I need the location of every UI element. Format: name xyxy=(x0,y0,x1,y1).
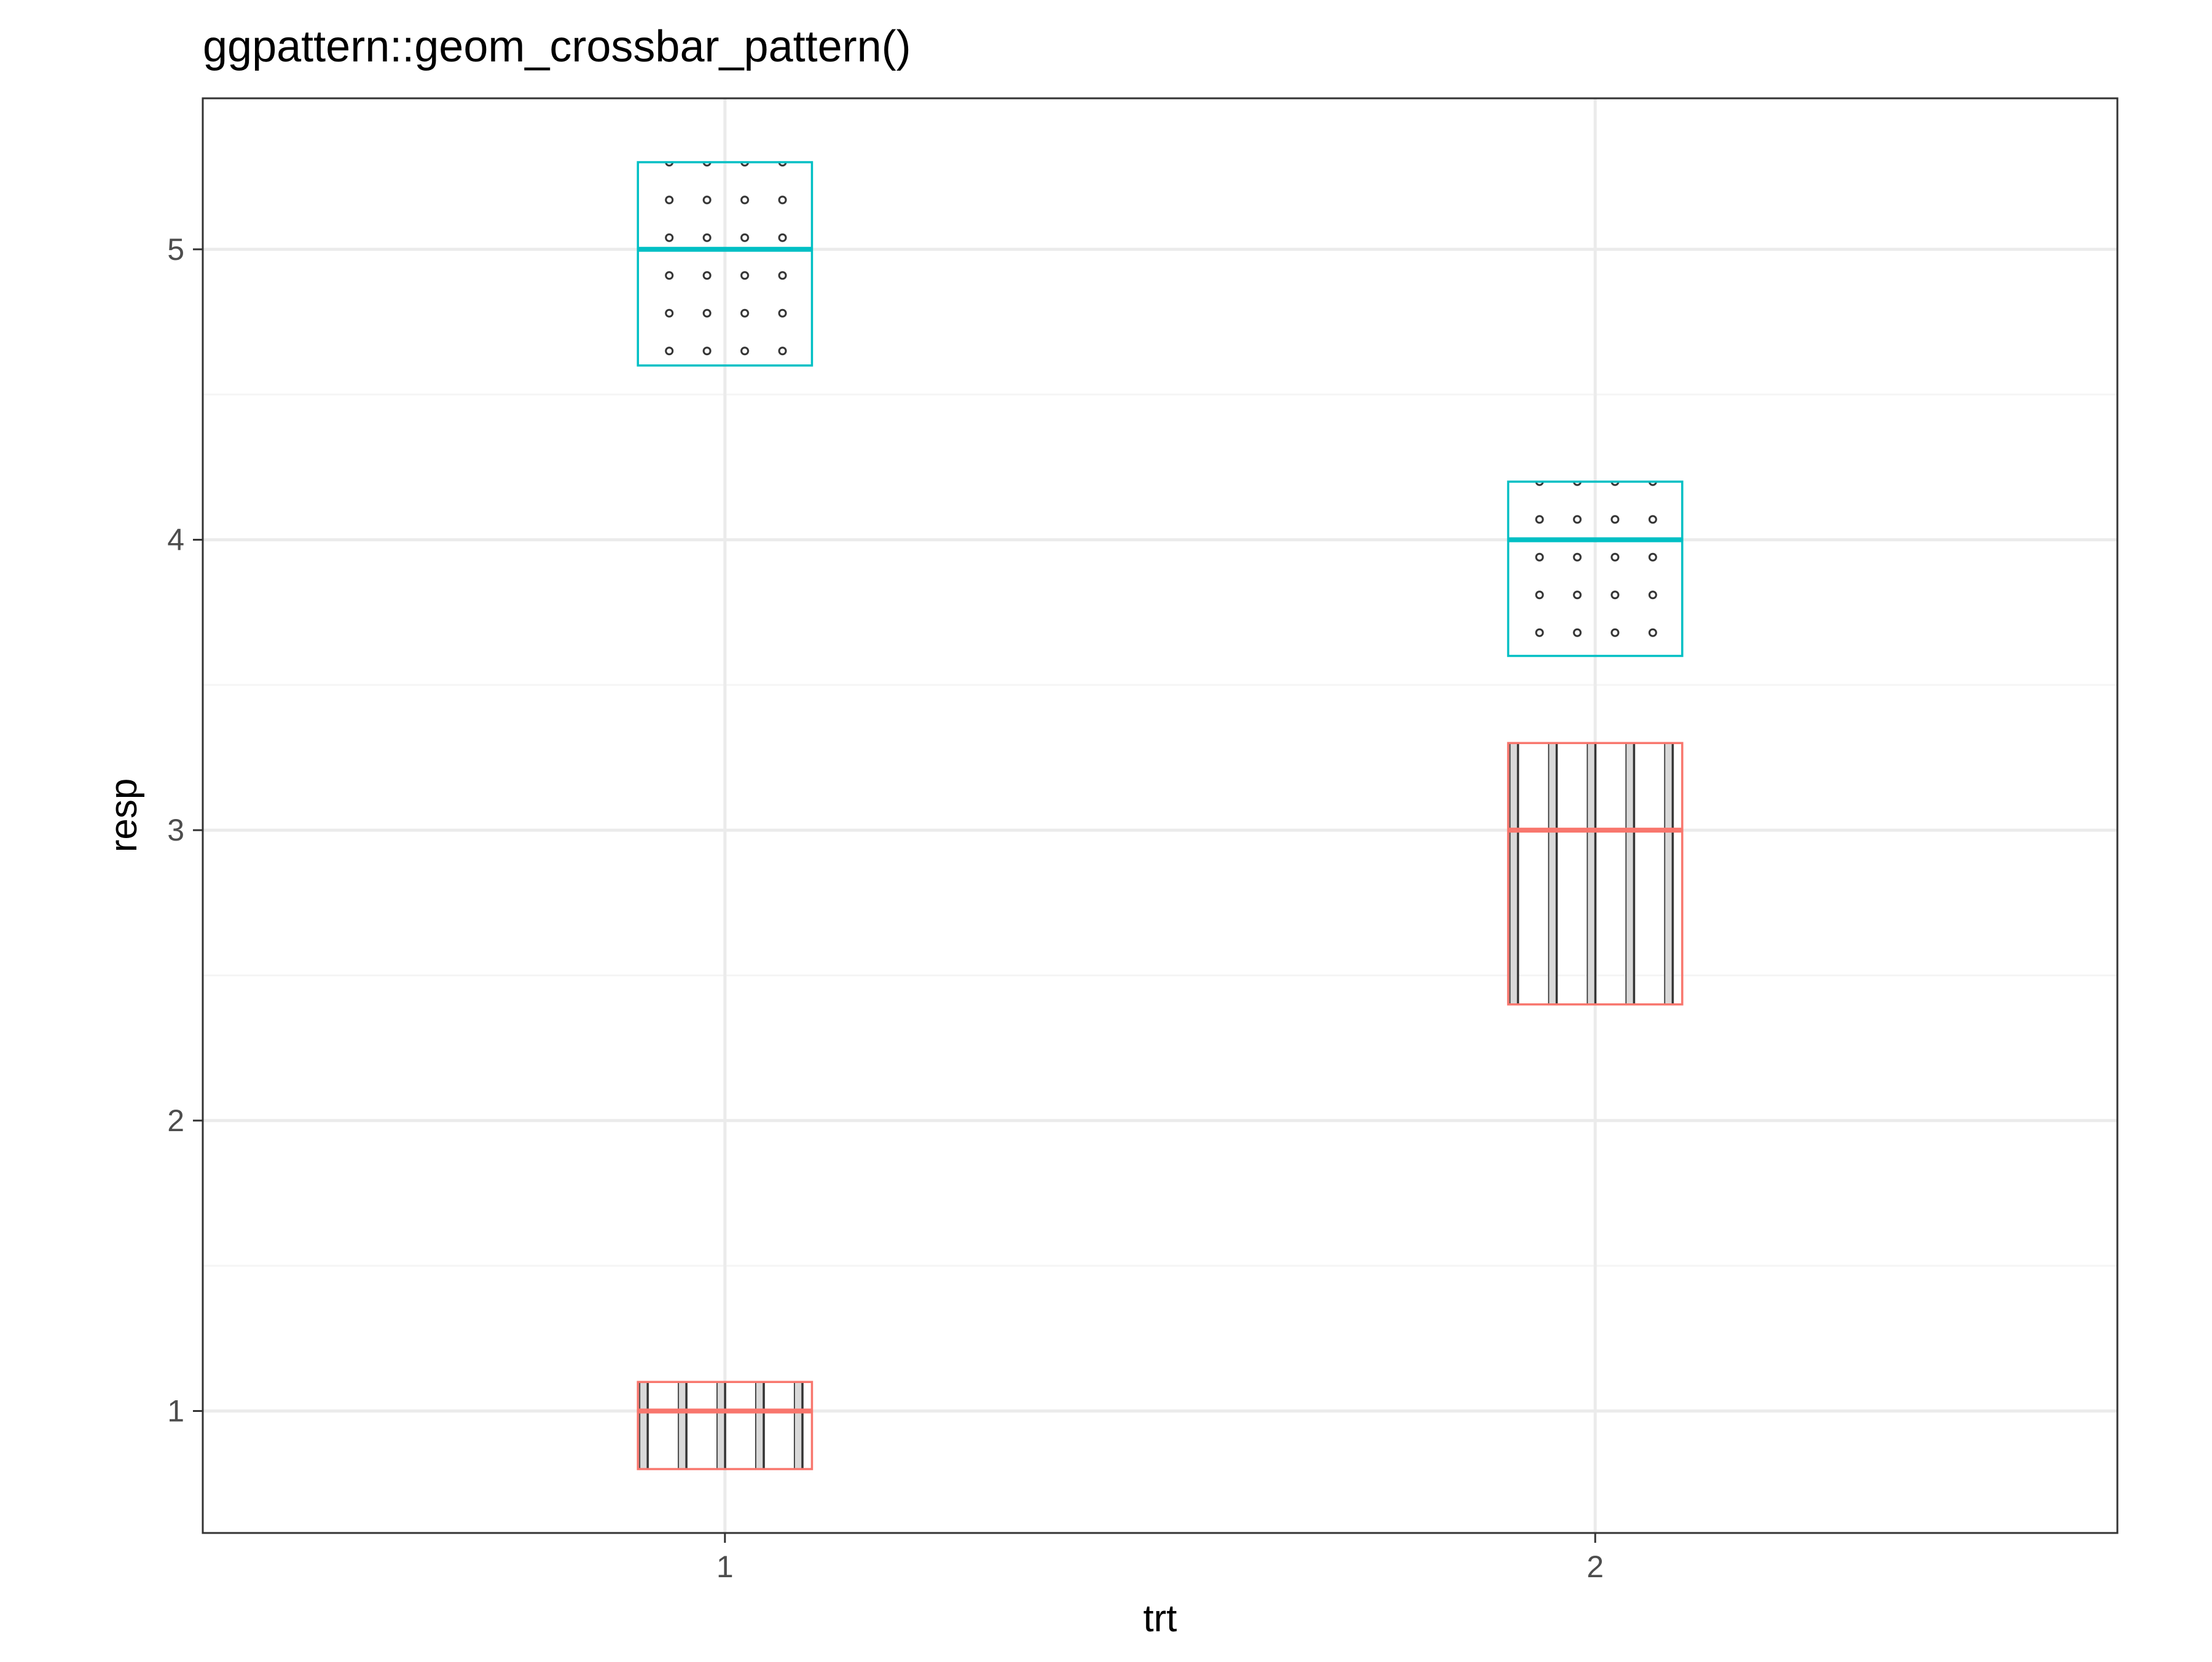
crossbar xyxy=(637,161,814,367)
chart-title: ggpattern::geom_crossbar_pattern() xyxy=(203,22,911,71)
panel-border xyxy=(202,97,2119,1534)
crossbars xyxy=(637,161,1684,1470)
y-tick-label: 2 xyxy=(167,1103,184,1138)
crossbar-pattern-fill xyxy=(1508,743,1682,1005)
y-tick-label: 3 xyxy=(167,813,184,847)
crossbar xyxy=(637,1381,814,1470)
y-axis-title: resp xyxy=(103,778,145,853)
x-axis-title: trt xyxy=(1143,1597,1177,1640)
x-tick-label: 2 xyxy=(1586,1550,1604,1584)
y-tick-label: 1 xyxy=(167,1393,184,1428)
plot-panel xyxy=(202,97,2119,1534)
crossbar xyxy=(1507,742,1684,1006)
crossbar-box xyxy=(1507,742,1684,1006)
crossbar xyxy=(1507,480,1684,657)
y-tick-label: 4 xyxy=(167,522,184,557)
crossbar-box xyxy=(637,161,814,367)
x-tick-label: 1 xyxy=(716,1550,734,1584)
crossbar-pattern-fill xyxy=(1508,481,1682,656)
crossbar-pattern-fill xyxy=(638,1382,812,1470)
panel-background xyxy=(203,98,2117,1533)
crossbar-box xyxy=(637,1381,814,1470)
minor-gridlines xyxy=(203,393,2117,1267)
crossbar-pattern-fill xyxy=(638,162,812,366)
y-axis: 1 2 3 4 5 xyxy=(167,232,203,1428)
y-tick-label: 5 xyxy=(167,232,184,267)
crossbar-box xyxy=(1507,480,1684,657)
